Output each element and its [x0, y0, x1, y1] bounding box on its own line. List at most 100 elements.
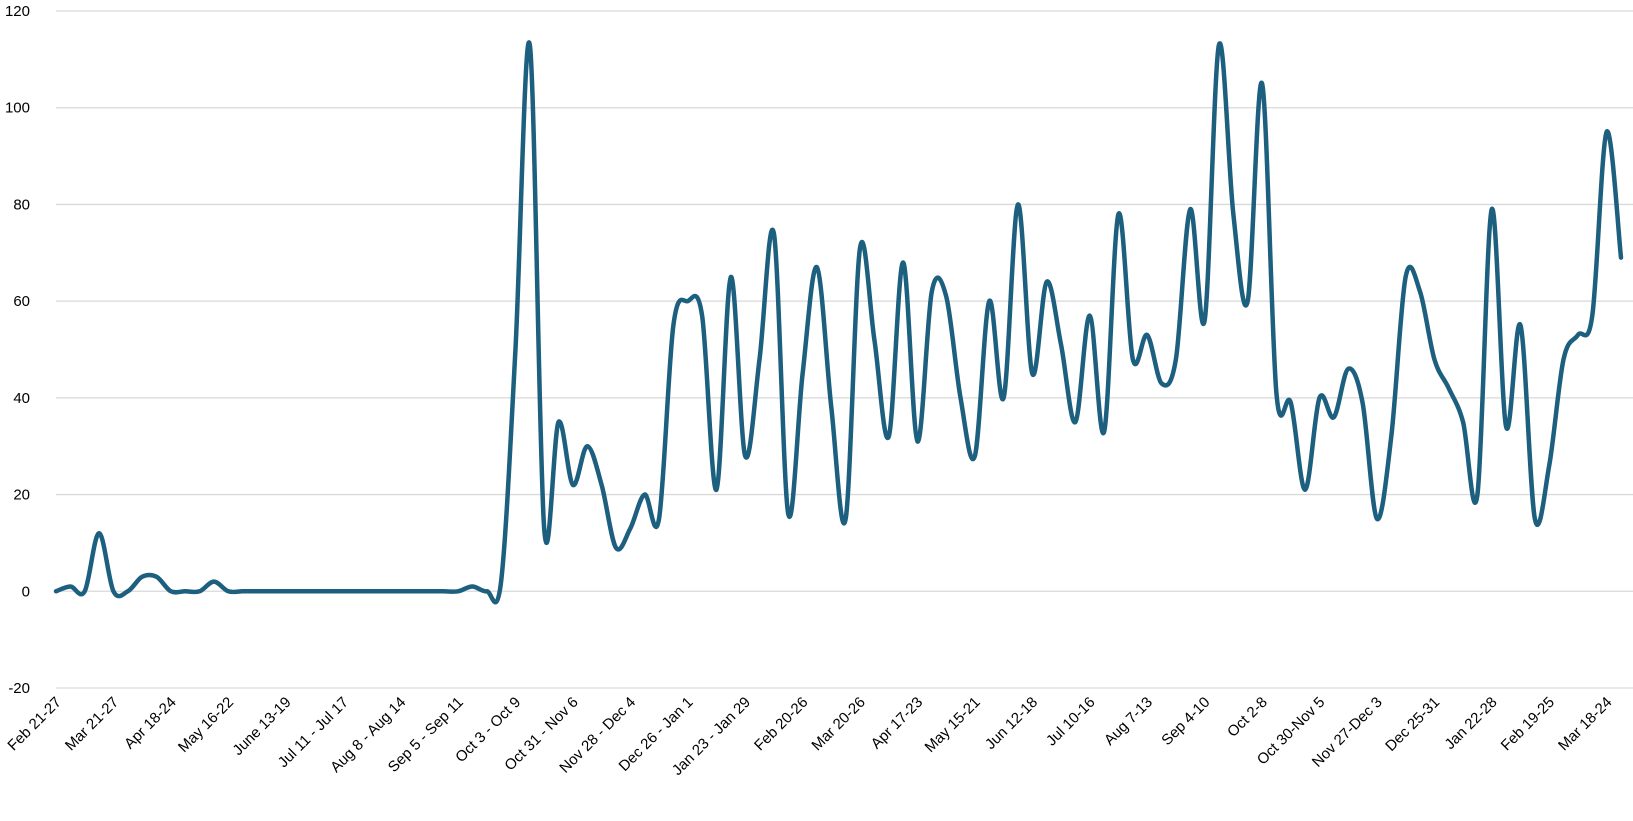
data-point: [944, 294, 948, 298]
data-point: [1088, 314, 1092, 318]
data-point: [657, 517, 661, 521]
data-point: [1073, 420, 1077, 424]
data-point: [1188, 207, 1192, 211]
data-point: [1361, 401, 1365, 405]
x-tick-label: Mar 21-27: [62, 694, 122, 754]
data-point: [671, 323, 675, 327]
data-point: [212, 580, 216, 584]
data-point: [111, 589, 115, 593]
data-point: [1590, 314, 1594, 318]
data-point: [241, 589, 245, 593]
data-point: [1619, 256, 1623, 260]
data-point: [915, 439, 919, 443]
x-tick-label: Oct 2-8: [1224, 694, 1271, 741]
data-point: [1562, 357, 1566, 361]
data-point: [772, 231, 776, 235]
data-point: [427, 589, 431, 593]
y-tick-label: 60: [13, 293, 30, 310]
data-point: [959, 396, 963, 400]
data-point: [1418, 289, 1422, 293]
data-point: [198, 589, 202, 593]
data-point: [312, 589, 316, 593]
y-tick-label: 20: [13, 487, 30, 504]
data-point: [1231, 212, 1235, 216]
data-point: [542, 526, 546, 530]
data-point: [470, 584, 474, 588]
data-point: [341, 589, 345, 593]
data-point: [1518, 323, 1522, 327]
data-point: [1145, 333, 1149, 337]
data-point: [255, 589, 259, 593]
data-point: [1461, 420, 1465, 424]
x-tick-label: Mar 20-26: [808, 694, 868, 754]
data-point: [1404, 275, 1408, 279]
x-tick-label: May 15-21: [922, 694, 984, 756]
data-point: [901, 260, 905, 264]
data-point: [858, 246, 862, 250]
y-tick-label: 120: [5, 3, 30, 20]
x-tick-label: Aug 7-13: [1101, 694, 1156, 749]
data-point: [1030, 372, 1034, 376]
data-point: [97, 531, 101, 535]
x-tick-label: Feb 21-27: [4, 694, 64, 754]
x-tick-label: Sep 4-10: [1158, 694, 1213, 749]
data-point: [643, 493, 647, 497]
data-point: [1547, 464, 1551, 468]
data-point: [1389, 435, 1393, 439]
y-tick-label: 100: [5, 100, 30, 117]
data-point: [327, 589, 331, 593]
data-point: [1016, 202, 1020, 206]
data-point: [1116, 212, 1120, 216]
data-point: [456, 589, 460, 593]
data-point: [54, 589, 58, 593]
data-point: [226, 589, 230, 593]
series-line: [53, 40, 1624, 605]
data-point: [1490, 207, 1494, 211]
data-point: [155, 575, 159, 579]
data-point: [815, 265, 819, 269]
x-tick-label: Feb 20-26: [751, 694, 811, 754]
data-point: [1504, 425, 1508, 429]
data-point: [987, 299, 991, 303]
data-point: [1002, 396, 1006, 400]
data-point: [1289, 401, 1293, 405]
x-tick-label: Jan 22-28: [1441, 694, 1500, 753]
data-point: [700, 314, 704, 318]
data-point: [887, 435, 891, 439]
y-axis: -20 0 20 40 60 80 100 120: [5, 3, 30, 697]
x-tick-label: Mar 18-24: [1555, 694, 1615, 754]
x-tick-label: May 16-22: [175, 694, 237, 756]
y-tick-label: 0: [22, 583, 30, 600]
data-point: [485, 589, 489, 593]
data-point: [729, 275, 733, 279]
data-point: [557, 420, 561, 424]
data-point: [183, 589, 187, 593]
data-point: [284, 589, 288, 593]
data-point: [1059, 343, 1063, 347]
data-point: [269, 589, 273, 593]
data-point: [298, 589, 302, 593]
data-point: [1447, 386, 1451, 390]
data-point: [356, 589, 360, 593]
data-point: [628, 526, 632, 530]
data-point: [1102, 430, 1106, 434]
y-tick-label: 80: [13, 196, 30, 213]
data-point: [384, 589, 388, 593]
data-point: [1274, 391, 1278, 395]
x-tick-label: Jul 10-16: [1043, 694, 1099, 750]
data-point: [169, 589, 173, 593]
data-point: [844, 517, 848, 521]
data-point: [930, 289, 934, 293]
data-point: [1217, 43, 1221, 47]
data-point: [83, 589, 87, 593]
data-point: [571, 483, 575, 487]
data-point: [829, 406, 833, 410]
series-layer: [53, 40, 1624, 605]
data-point: [370, 589, 374, 593]
x-tick-label: Apr 18-24: [121, 694, 180, 753]
data-point: [1246, 299, 1250, 303]
data-point: [68, 584, 72, 588]
x-tick-label: Apr 17-23: [868, 694, 927, 753]
